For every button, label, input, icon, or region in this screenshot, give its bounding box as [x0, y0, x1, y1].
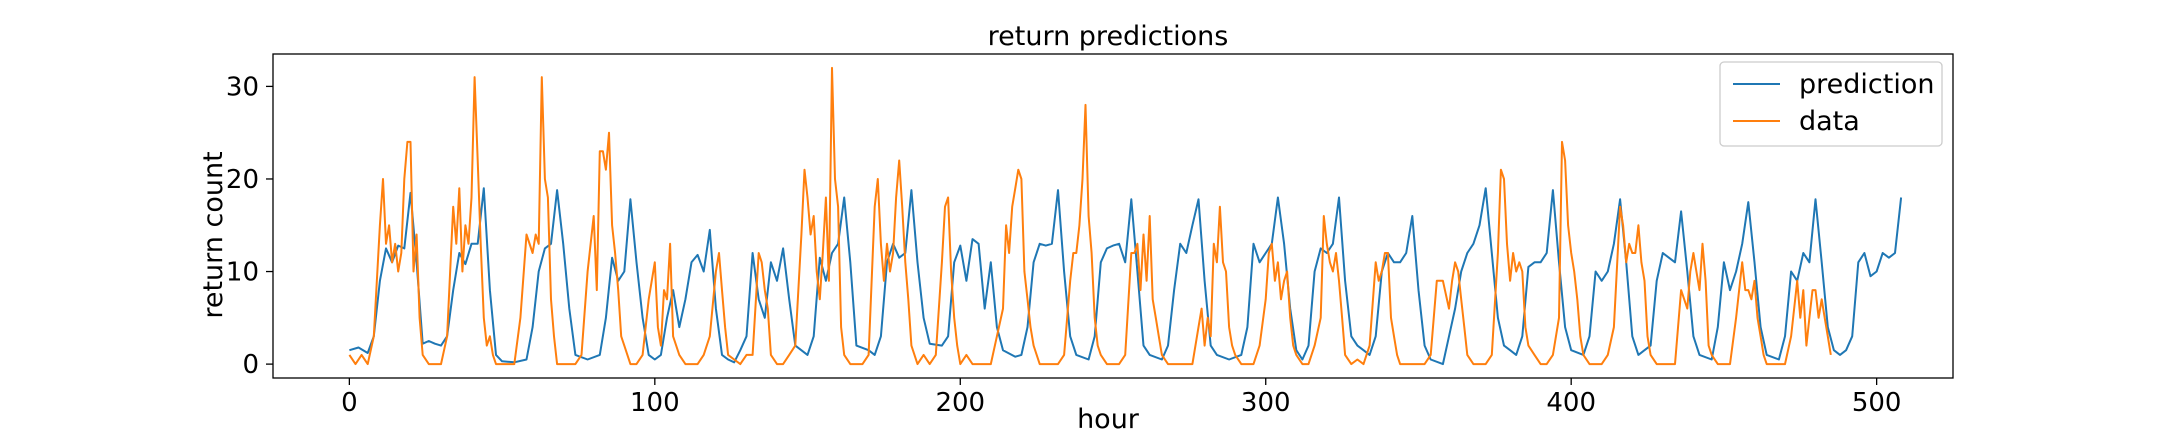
x-axis: 0 100 200 300 400 500	[341, 378, 1901, 418]
x-tick-label: 400	[1546, 388, 1596, 418]
x-axis-label: hour	[1077, 404, 1140, 432]
x-tick-label: 100	[630, 388, 680, 418]
legend: prediction data	[1719, 61, 1943, 147]
y-tick-label: 30	[226, 72, 259, 102]
y-axis-label: return count	[198, 151, 229, 318]
x-tick-label: 300	[1241, 388, 1291, 418]
y-tick-label: 0	[242, 350, 259, 380]
x-tick-label: 0	[341, 388, 358, 418]
x-tick-label: 200	[935, 388, 985, 418]
plot-frame	[272, 53, 1954, 379]
y-axis: 0 10 20 30	[226, 72, 273, 380]
y-tick-label: 20	[226, 165, 259, 195]
chart-title: return predictions	[988, 21, 1229, 52]
plot-area	[272, 53, 1954, 379]
series-line-data	[348, 66, 1832, 366]
legend-label-data: data	[1799, 106, 1860, 137]
legend-label-prediction: prediction	[1799, 69, 1934, 100]
x-tick-label: 500	[1852, 388, 1902, 418]
series-line-prediction	[349, 187, 1903, 366]
y-tick-label: 10	[226, 258, 259, 288]
